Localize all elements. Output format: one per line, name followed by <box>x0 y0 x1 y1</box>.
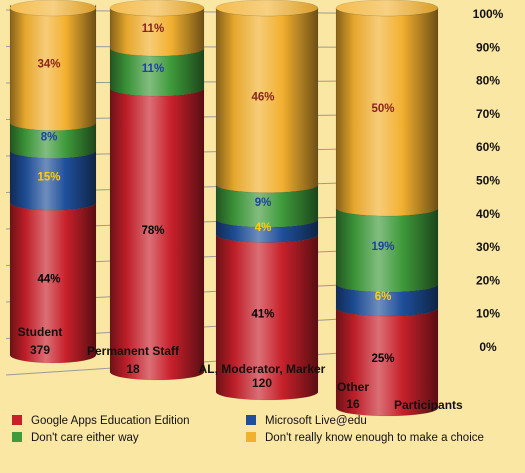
y-tick-label: 50% <box>476 174 500 188</box>
category-label: Other <box>337 380 369 394</box>
legend-item: Don't care either way <box>12 432 139 444</box>
y-tick-label: 80% <box>476 74 500 88</box>
legend-swatch <box>12 432 22 442</box>
category-count: 18 <box>126 362 140 376</box>
data-label: 6% <box>375 291 392 303</box>
data-label: 4% <box>255 222 272 234</box>
legend: Google Apps Education Edition Microsoft L… <box>12 415 484 444</box>
cylinder-cap <box>109 0 205 17</box>
y-tick-label: 100% <box>473 7 504 21</box>
y-tick-label: 30% <box>476 240 500 254</box>
data-label: 11% <box>142 63 164 75</box>
legend-swatch <box>12 415 22 425</box>
legend-item: Google Apps Education Edition <box>12 415 190 427</box>
y-tick-label: 10% <box>476 307 500 321</box>
cylinder-cap <box>9 0 97 17</box>
cylinder-3: 41% 4% 9% 46% <box>215 0 319 401</box>
data-label: 46% <box>251 91 274 103</box>
category-label: Permanent Staff <box>87 344 180 358</box>
category-count: 120 <box>252 376 272 390</box>
category-label: AL, Moderator, Marker <box>199 362 326 376</box>
legend-label: Don't care either way <box>31 432 139 444</box>
data-label: 11% <box>142 23 164 35</box>
legend-swatch <box>246 432 256 442</box>
data-label: 34% <box>37 59 60 71</box>
y-tick-label: 60% <box>476 140 500 154</box>
y-tick-label: 20% <box>476 273 500 287</box>
data-label: 50% <box>371 103 394 115</box>
cylinders: 44% 15% 8% 34% 78% 11% 11% 41% 4% 9% 46% 25% 6% 19% 50… <box>9 0 439 417</box>
category-labels: Student 379 Permanent Staff 18 AL, Moderator… <box>18 325 370 411</box>
legend-label: Google Apps Education Edition <box>31 415 190 427</box>
category-count: 16 <box>346 397 360 411</box>
cylinder-4: 25% 6% 19% 50% <box>335 0 439 417</box>
cylinder-1: 44% 15% 8% 34% <box>9 0 97 364</box>
data-label: 78% <box>141 225 164 237</box>
data-label: 15% <box>37 171 60 183</box>
category-label: Student <box>18 325 63 339</box>
cylinder-cap <box>335 0 439 17</box>
legend-swatch <box>246 415 256 425</box>
data-label: 44% <box>37 274 60 286</box>
y-tick-label: 40% <box>476 207 500 221</box>
data-label: 41% <box>251 308 274 320</box>
legend-label: Don't really know enough to make a choic… <box>265 432 484 444</box>
data-label: 19% <box>371 241 394 253</box>
y-tick-label: 70% <box>476 107 500 121</box>
category-count: 379 <box>30 343 50 357</box>
y-tick-label: 90% <box>476 40 500 54</box>
legend-item: Microsoft Live@edu <box>246 415 367 427</box>
cylinder-cap <box>215 0 319 17</box>
cylinder-2: 78% 11% 11% <box>109 0 205 381</box>
x-axis-title: Participants <box>394 398 463 412</box>
y-tick-label: 0% <box>479 340 497 354</box>
data-label: 25% <box>371 353 394 365</box>
legend-item: Don't really know enough to make a choic… <box>246 432 484 444</box>
data-label: 9% <box>255 197 272 209</box>
data-label: 8% <box>41 131 58 143</box>
y-axis-ticks: 0% 10% 20% 30% 40% 50% 60% 70% 80% 90% 100% <box>473 7 504 354</box>
legend-label: Microsoft Live@edu <box>265 415 367 427</box>
